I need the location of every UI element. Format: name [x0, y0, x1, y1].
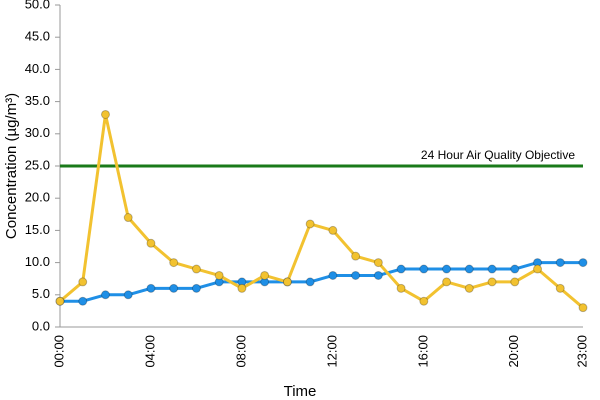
x-tick-label: 12:00 [324, 335, 339, 368]
y-tick-label: 25.0 [25, 157, 50, 172]
x-tick-label: 08:00 [233, 335, 248, 368]
y-tick-label: 40.0 [25, 61, 50, 76]
data-point [533, 264, 543, 274]
data-point [373, 270, 383, 280]
data-point [123, 213, 133, 223]
data-point [100, 109, 110, 119]
data-point [578, 303, 588, 313]
data-point [487, 264, 497, 274]
data-point [510, 277, 520, 287]
y-axis-title: Concentration (µg/m³) [3, 93, 20, 239]
data-point [214, 270, 224, 280]
data-point [305, 219, 315, 229]
x-axis-title: Time [284, 383, 317, 400]
data-point [442, 264, 452, 274]
data-point [419, 264, 429, 274]
data-point [146, 238, 156, 248]
data-point [305, 277, 315, 287]
data-point [146, 283, 156, 293]
x-tick-label: 04:00 [142, 335, 157, 368]
data-point [78, 277, 88, 287]
data-point [237, 283, 247, 293]
data-point [464, 264, 474, 274]
data-point [328, 270, 338, 280]
x-tick-label: 00:00 [51, 335, 66, 368]
y-tick-label: 35.0 [25, 93, 50, 108]
data-point [578, 258, 588, 268]
data-point [373, 258, 383, 268]
data-point [351, 270, 361, 280]
x-tick-label: 16:00 [415, 335, 430, 368]
data-point [169, 258, 179, 268]
data-point [78, 296, 88, 306]
y-tick-label: 30.0 [25, 125, 50, 140]
data-point [555, 258, 565, 268]
x-tick-label: 20:00 [506, 335, 521, 368]
y-tick-label: 20.0 [25, 190, 50, 205]
data-point [396, 283, 406, 293]
data-point [191, 283, 201, 293]
y-tick-label: 0.0 [32, 318, 50, 333]
data-point [396, 264, 406, 274]
data-point [55, 296, 65, 306]
data-point [260, 270, 270, 280]
data-point [169, 283, 179, 293]
objective-label: 24 Hour Air Quality Objective [421, 148, 575, 162]
data-point [419, 296, 429, 306]
y-tick-label: 45.0 [25, 29, 50, 44]
y-tick-label: 5.0 [32, 286, 50, 301]
data-point [510, 264, 520, 274]
data-point [191, 264, 201, 274]
y-tick-label: 10.0 [25, 254, 50, 269]
x-tick-label: 23:00 [574, 335, 589, 368]
y-tick-label: 15.0 [25, 222, 50, 237]
data-point [328, 225, 338, 235]
y-tick-label: 50.0 [25, 0, 50, 11]
data-point [464, 283, 474, 293]
data-point [351, 251, 361, 261]
data-point [487, 277, 497, 287]
data-point [123, 290, 133, 300]
data-point [282, 277, 292, 287]
data-point [555, 283, 565, 293]
data-point [100, 290, 110, 300]
data-point [442, 277, 452, 287]
